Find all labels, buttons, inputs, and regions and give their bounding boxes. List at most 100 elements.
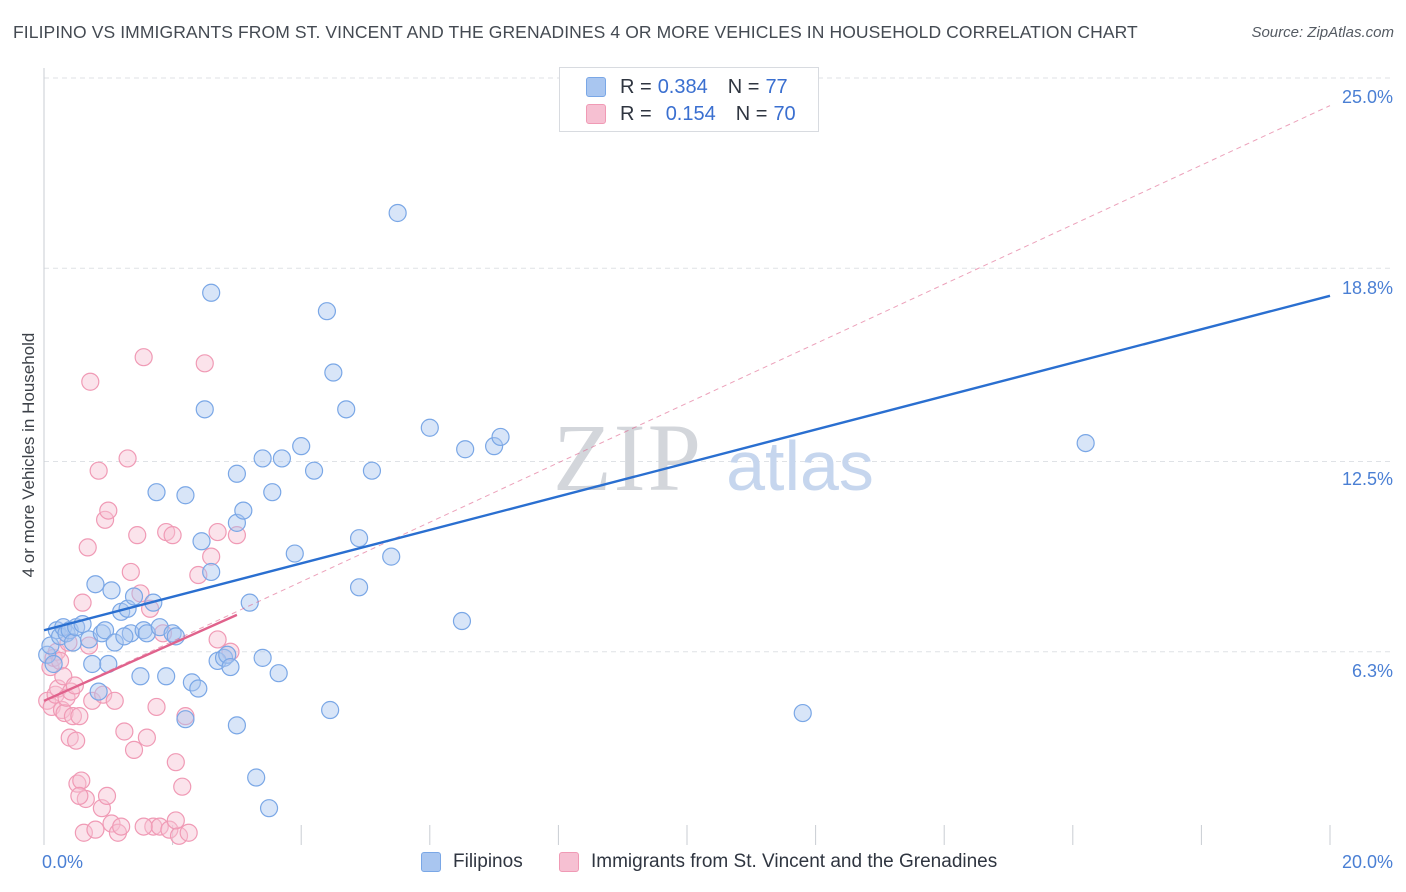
immigrants-point [99,501,118,520]
filipinos-point [349,578,369,597]
filipinos-point [95,621,115,640]
y-tick-label: 18.8% [1341,278,1393,298]
filipinos-point [189,679,208,698]
bottom-legend-immigrants: Immigrants from St. Vincent and the Gren… [559,851,997,873]
immigrants-point [63,707,83,726]
legend-swatch-pink [559,852,579,872]
legend-row-filipinos: R = 0.384 N = 77 [586,73,788,101]
filipinos-point [337,400,356,419]
filipinos-point [247,768,266,787]
filipinos-point [485,437,504,456]
filipinos-point [382,547,401,566]
y-tick-label: 6.3% [1351,661,1393,681]
filipinos-point [456,440,475,459]
filipinos-point [176,486,195,505]
bottom-legend-filipinos: Filipinos [421,851,523,873]
legend-swatch-blue [586,77,606,97]
filipinos-point [259,799,279,818]
immigrants-point [166,753,185,772]
legend-n-label: N = [727,75,760,98]
immigrants-point [78,538,97,557]
series-filipinos-points [38,203,1095,818]
immigrants-point [70,786,89,806]
immigrants-point [173,777,192,796]
legend-r-label: R = [620,102,652,125]
filipinos-point [321,700,340,720]
immigrants-point [134,817,153,836]
bottom-legend-label: Filipinos [453,851,523,872]
immigrants-trend-extended [43,105,1331,702]
immigrants-point [121,562,140,582]
filipinos-point [227,464,246,483]
immigrants-point [67,731,86,750]
immigrants-point [163,526,182,545]
immigrants-point [70,707,89,726]
legend-swatch-pink [586,104,606,124]
filipinos-point [147,483,166,502]
immigrants-point [208,630,227,649]
filipinos-point [234,501,253,520]
grid-lines [44,77,1392,653]
immigrants-point [179,823,198,842]
watermark-atlas: atlas [726,427,874,505]
y-tick-label: 25.0% [1341,87,1393,107]
trend-lines [43,105,1331,702]
y-axis-label: 4 or more Vehicles in Household [19,332,38,578]
filipinos-point [202,283,221,302]
legend-n-label: N = [735,102,768,125]
immigrants-point [124,740,144,759]
filipinos-point [63,633,83,652]
immigrants-point [89,461,108,480]
filipinos-trend-line [43,294,1331,632]
legend-n-value: 70 [773,102,796,125]
source-label: Source: ZipAtlas.com [1251,24,1394,41]
filipinos-point [272,449,292,468]
x-tick-min: 0.0% [42,852,84,872]
immigrants-point [105,691,124,710]
filipinos-point [793,703,812,723]
immigrants-point [134,348,153,367]
filipinos-point [41,636,60,655]
filipinos-point [388,203,407,223]
filipinos-point [115,627,134,646]
immigrants-point [97,786,117,806]
filipinos-point [86,575,105,594]
immigrants-point [115,722,134,741]
filipinos-point [44,654,63,674]
legend-n-value: 77 [765,75,788,98]
immigrants-trend-line [43,613,238,702]
filipinos-point [253,648,272,667]
immigrants-point [137,728,156,747]
filipinos-point [83,654,102,674]
x-tick-max: 20.0% [1341,852,1393,872]
filipinos-point [362,461,382,480]
bottom-legend-label: Immigrants from St. Vincent and the Gren… [591,851,998,872]
filipinos-point [192,532,211,551]
filipinos-point [92,624,111,643]
filipinos-point [202,562,221,582]
legend: R = 0.384 N = 77 R = 0.154 N = 70 [559,67,819,132]
series-immigrants-points [38,348,246,845]
chart-title: FILIPINO VS IMMIGRANTS FROM ST. VINCENT … [13,22,1138,42]
filipinos-point [292,437,311,456]
immigrants-point [118,449,137,468]
filipinos-point [253,449,272,468]
filipinos-point [214,648,234,667]
filipinos-point [317,302,337,321]
immigrants-point [160,820,179,839]
legend-r-value: 0.384 [657,75,708,98]
immigrants-point [166,811,185,830]
legend-r-value: 0.154 [665,102,716,125]
filipinos-point [157,667,176,686]
filipinos-point [124,587,144,606]
filipinos-point [105,633,124,652]
legend-row-immigrants: R = 0.154 N = 70 [586,100,796,128]
filipinos-point [349,529,369,548]
filipinos-point [195,400,214,419]
watermark-zip: ZIP [553,404,703,511]
immigrants-point [74,823,93,842]
legend-r-label: R = [620,75,652,98]
immigrants-point [208,522,227,542]
filipinos-point [131,667,150,686]
